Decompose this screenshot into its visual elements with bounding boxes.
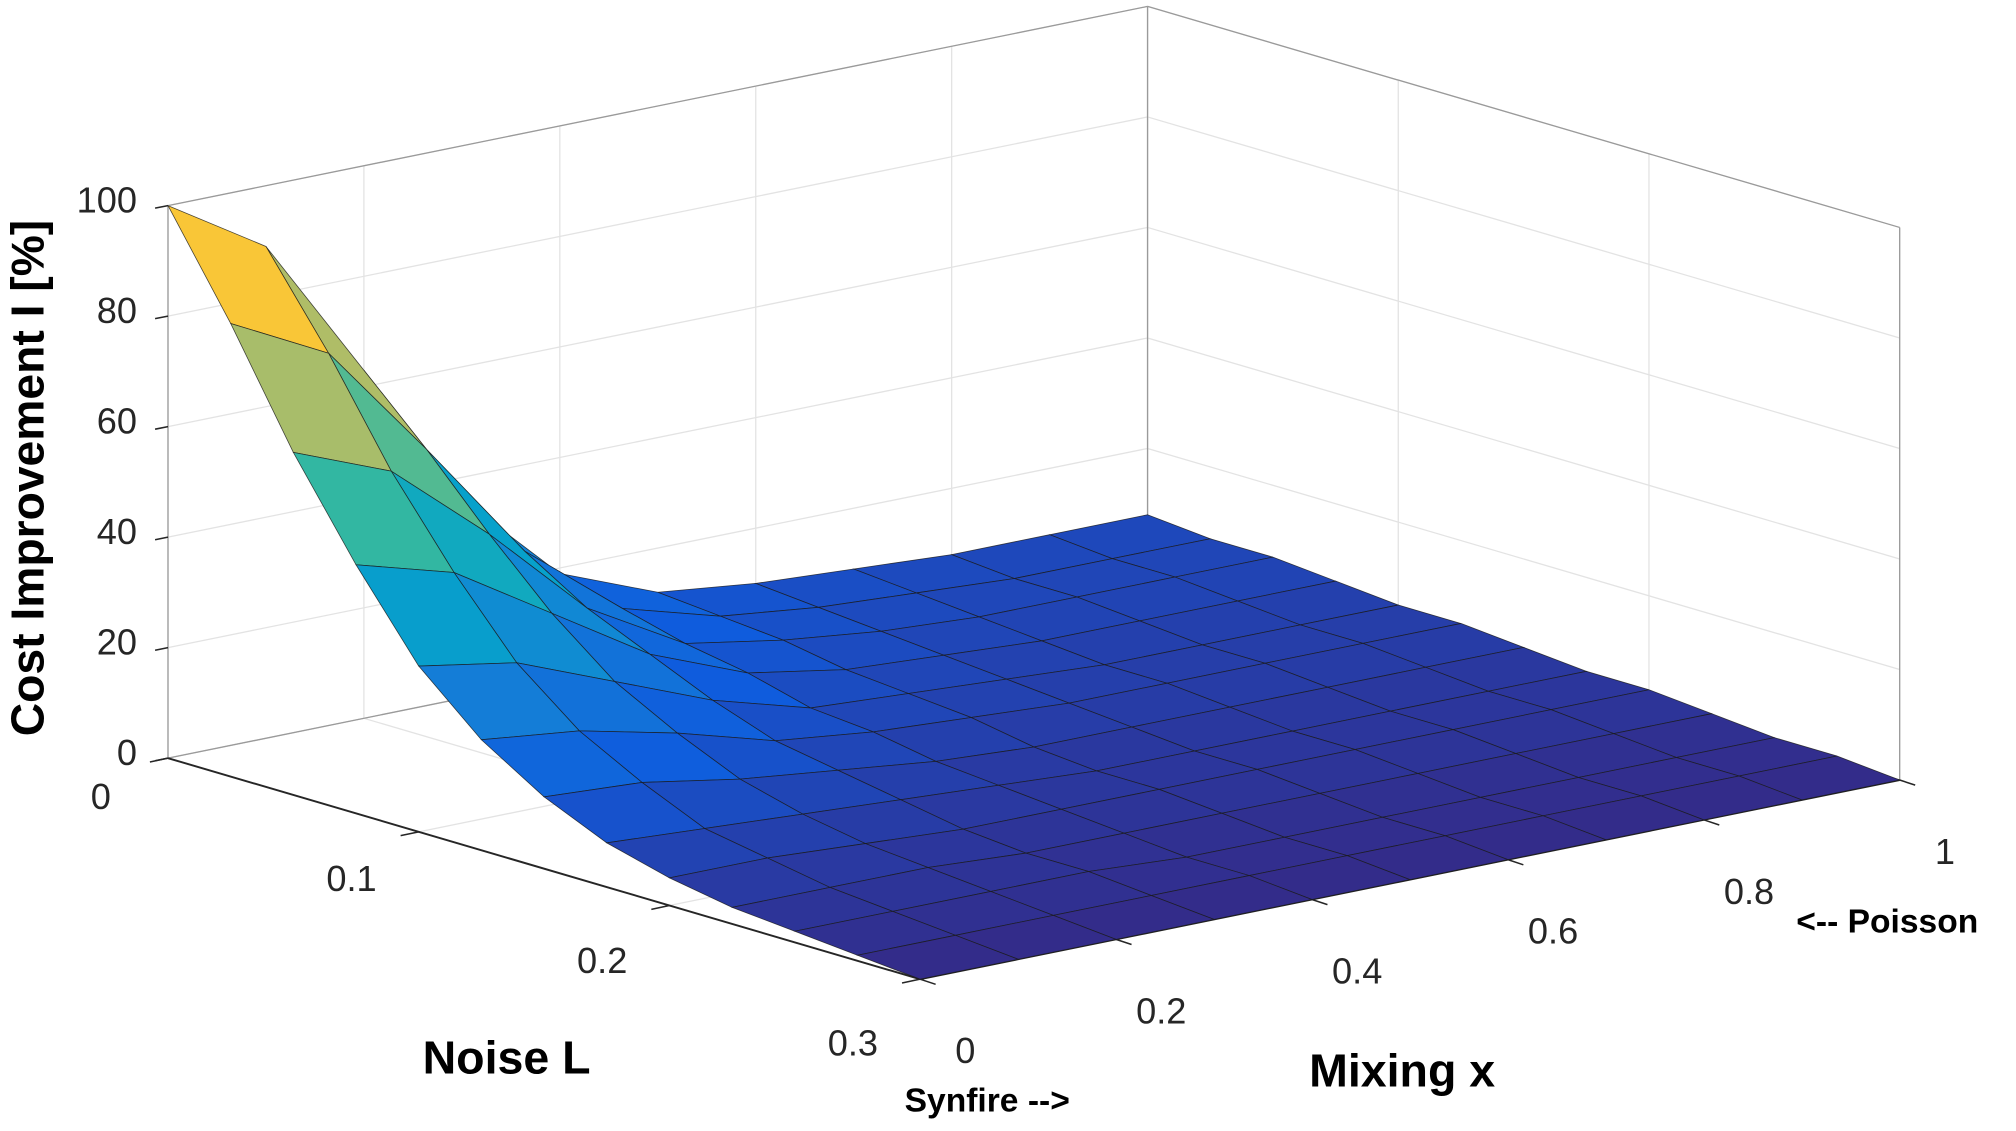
z-tick: [154, 646, 169, 651]
y-tick: [1311, 898, 1328, 906]
annotation: <-- Poisson: [1796, 904, 1978, 941]
y-tick-label: 0.8: [1724, 871, 1774, 912]
grid-line: [1147, 447, 1900, 671]
y-tick-label: 0.4: [1332, 951, 1382, 992]
grid-line: [1147, 116, 1900, 339]
y-tick: [1899, 779, 1916, 786]
y-axis-label: Mixing x: [1309, 1045, 1495, 1097]
z-tick-label: 40: [97, 511, 137, 552]
x-tick-label: 0.1: [326, 858, 376, 899]
box-edge: [167, 5, 1148, 207]
y-tick-label: 1: [1935, 831, 1955, 872]
annotation: Synfire -->: [905, 1082, 1070, 1119]
grid-line: [167, 447, 1148, 649]
plot-area: 0 20 40 60 80 100 0 0.1 0.2 0.3 0 0.2 0.4 0.6 0.8 1 Cost…: [1, 5, 1978, 1119]
y-tick: [1703, 819, 1720, 826]
box-edge: [1147, 5, 1900, 229]
y-tick: [1507, 858, 1524, 866]
surface: [167, 204, 1902, 980]
z-tick-label: 80: [97, 290, 137, 331]
x-tick-label: 0.3: [828, 1023, 878, 1064]
z-axis-label: Cost Improvement I [%]: [1, 220, 53, 736]
z-tick: [154, 204, 169, 209]
x-tick: [901, 978, 921, 984]
y-tick-label: 0.6: [1528, 911, 1578, 952]
x-tick-label: 0.2: [577, 940, 627, 981]
y-tick: [1115, 938, 1132, 946]
grid-line: [167, 116, 1148, 317]
z-tick-label: 100: [77, 180, 137, 221]
y-tick-label: 0: [955, 1030, 975, 1071]
x-tick-label: 0: [91, 776, 111, 817]
y-tick-label: 0.2: [1136, 990, 1186, 1031]
grid-line: [1147, 337, 1900, 560]
z-tick: [154, 315, 169, 320]
grid-line: [1147, 226, 1900, 450]
z-tick-label: 60: [97, 401, 137, 442]
x-axis: [167, 757, 921, 981]
x-tick: [149, 757, 169, 763]
z-tick: [154, 425, 169, 430]
x-tick: [400, 831, 419, 837]
z-tick: [154, 536, 169, 541]
z-tick-label: 20: [97, 622, 137, 663]
z-tick-label: 0: [117, 732, 137, 773]
x-axis-label: Noise L: [423, 1032, 591, 1084]
surface-cell: [856, 934, 1020, 980]
x-tick: [651, 904, 670, 911]
y-tick: [919, 978, 936, 986]
